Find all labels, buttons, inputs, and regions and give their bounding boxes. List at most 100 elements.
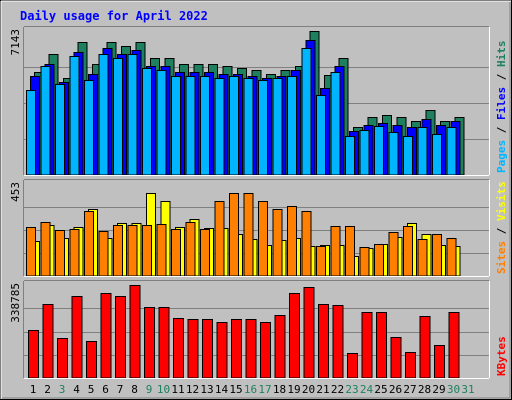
bar-sites-day-30 xyxy=(446,238,457,277)
bar-kbytes-day-1 xyxy=(28,330,39,379)
bar-pages-day-27 xyxy=(403,136,413,176)
legend-visits: Sites / Visits xyxy=(495,181,508,274)
x-tick-label-day-11: 11 xyxy=(171,383,184,396)
bar-sites-day-21 xyxy=(316,246,326,277)
bar-sites-day-24 xyxy=(359,247,370,277)
bar-kbytes-day-3 xyxy=(57,338,68,379)
bar-pages-day-24 xyxy=(359,130,370,176)
bar-sites-day-4 xyxy=(69,229,80,277)
bar-pages-day-21 xyxy=(316,95,326,176)
x-tick-label-day-3: 3 xyxy=(59,383,66,396)
bar-kbytes-day-12 xyxy=(187,319,199,379)
bar-sites-day-22 xyxy=(330,226,341,277)
bar-pages-day-3 xyxy=(55,84,65,176)
bar-pages-day-5 xyxy=(84,80,94,176)
bar-kbytes-day-29 xyxy=(434,345,445,379)
bar-kbytes-day-4 xyxy=(71,296,83,379)
bar-sites-day-15 xyxy=(229,193,239,277)
bar-kbytes-day-25 xyxy=(376,312,387,379)
y-max-label: 338785 xyxy=(9,283,22,323)
x-tick-label-day-9: 9 xyxy=(146,383,153,396)
y-max-label: 453 xyxy=(9,182,22,202)
bar-kbytes-day-19 xyxy=(289,293,300,379)
chart-title: Daily usage for April 2022 xyxy=(20,9,208,23)
bar-kbytes-day-21 xyxy=(318,304,329,379)
panel-kbytes: 338785 KBytes xyxy=(9,280,508,379)
legend-item-0: Pages xyxy=(495,140,508,173)
x-tick-label-day-5: 5 xyxy=(88,383,95,396)
x-tick-label-day-13: 13 xyxy=(200,383,213,396)
bar-kbytes-day-8 xyxy=(129,285,141,379)
bar-pages-day-30 xyxy=(446,127,457,176)
bar-pages-day-26 xyxy=(388,132,399,176)
legend-item-4: Hits xyxy=(495,41,508,68)
bar-pages-day-15 xyxy=(229,76,239,176)
bar-kbytes-day-22 xyxy=(332,305,344,379)
y-max-label: 7143 xyxy=(9,29,22,56)
panel-visits: 453 Sites / Visits xyxy=(9,179,508,277)
x-tick-label-day-4: 4 xyxy=(73,383,80,396)
x-tick-label-day-10: 10 xyxy=(157,383,170,396)
x-tick-label-day-1: 1 xyxy=(30,383,37,396)
bar-kbytes-day-16 xyxy=(245,319,257,379)
x-tick-label-day-22: 22 xyxy=(331,383,344,396)
legend-hits: Pages / Files / Hits xyxy=(495,41,508,174)
bar-kbytes-day-13 xyxy=(202,319,213,379)
bar-sites-day-25 xyxy=(374,244,384,277)
bar-pages-day-22 xyxy=(330,72,341,176)
x-tick-label-day-2: 2 xyxy=(44,383,51,396)
bar-sites-day-14 xyxy=(214,201,225,277)
x-axis-labels: 1 2 3 4 5 6 7 8 9 10 11 12 13 14 15 16 17 18 19 20 21 22 23 24 2… xyxy=(30,383,475,396)
bar-sites-day-27 xyxy=(403,226,413,277)
bar-kbytes-day-7 xyxy=(115,296,126,379)
bar-sites-day-8 xyxy=(127,225,138,277)
bar-kbytes-day-23 xyxy=(347,353,358,379)
bar-pages-day-18 xyxy=(272,78,283,176)
bar-kbytes-day-6 xyxy=(100,293,112,379)
legend-item-1: / xyxy=(495,221,508,241)
x-tick-label-day-18: 18 xyxy=(273,383,286,396)
x-tick-label-day-26: 26 xyxy=(389,383,402,396)
bar-pages-day-29 xyxy=(432,134,442,176)
bar-kbytes-day-18 xyxy=(274,315,286,379)
legend-item-1: / xyxy=(495,120,508,140)
bar-pages-day-17 xyxy=(258,80,268,176)
x-tick-label-day-28: 28 xyxy=(418,383,431,396)
legend-item-0: Sites xyxy=(495,241,508,274)
bar-pages-day-16 xyxy=(243,78,254,176)
bar-sites-day-11 xyxy=(171,229,181,277)
bar-sites-day-9 xyxy=(142,225,152,277)
x-tick-label-day-19: 19 xyxy=(287,383,300,396)
bar-kbytes-day-17 xyxy=(260,322,271,379)
x-tick-label-day-14: 14 xyxy=(215,383,229,396)
x-tick-label-day-16: 16 xyxy=(244,383,257,396)
bar-sites-day-17 xyxy=(258,201,268,277)
bar-pages-day-25 xyxy=(374,126,384,176)
bar-pages-day-10 xyxy=(156,70,167,176)
bar-sites-day-18 xyxy=(272,209,283,277)
bar-sites-day-13 xyxy=(200,229,210,277)
x-tick-label-day-31: 31 xyxy=(461,383,474,396)
bar-sites-day-3 xyxy=(55,230,65,277)
x-tick-label-day-27: 27 xyxy=(403,383,416,396)
bar-sites-day-16 xyxy=(243,193,254,277)
x-tick-label-day-8: 8 xyxy=(131,383,138,396)
legend-item-0: KBytes xyxy=(495,336,508,376)
bar-kbytes-day-28 xyxy=(419,316,431,379)
legend-item-2: Visits xyxy=(495,181,508,221)
x-tick-label-day-30: 30 xyxy=(447,383,460,396)
bar-kbytes-day-30 xyxy=(448,312,460,379)
bar-pages-day-11 xyxy=(171,76,181,176)
bar-pages-day-23 xyxy=(345,136,355,176)
bar-kbytes-day-9 xyxy=(144,307,155,379)
bar-kbytes-day-2 xyxy=(42,304,54,379)
panel-hits: 7143 Pages / Files / Hits xyxy=(9,26,508,176)
bar-kbytes-day-24 xyxy=(361,312,373,379)
bar-sites-day-29 xyxy=(432,234,442,277)
bar-kbytes-day-14 xyxy=(216,322,228,379)
bar-sites-day-2 xyxy=(40,222,51,277)
x-tick-label-day-23: 23 xyxy=(345,383,358,396)
bar-kbytes-day-27 xyxy=(405,352,416,379)
bar-sites-day-20 xyxy=(301,211,312,277)
bar-sites-day-7 xyxy=(113,225,123,277)
